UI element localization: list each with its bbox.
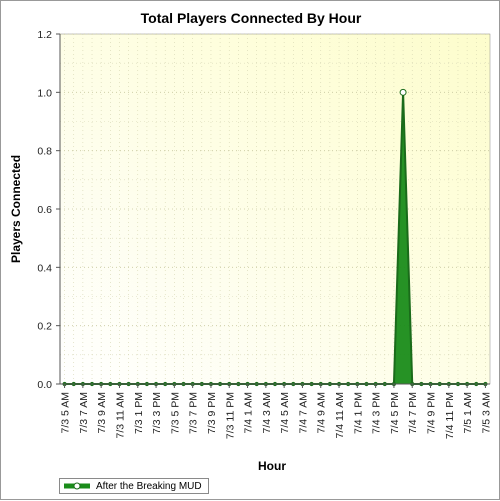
x-tick-label: 7/3 5 AM bbox=[60, 392, 72, 433]
legend-swatch-icon bbox=[64, 482, 90, 490]
x-tick-label: 7/4 3 PM bbox=[371, 392, 383, 434]
x-tick-label: 7/4 1 AM bbox=[243, 392, 255, 433]
y-axis-ticks: 0.0 0.2 0.4 0.6 0.8 1.0 1.2 bbox=[37, 29, 60, 391]
x-tick-label: 7/3 11 AM bbox=[114, 392, 126, 439]
chart-title: Total Players Connected By Hour bbox=[141, 10, 362, 26]
data-point bbox=[399, 88, 407, 96]
y-axis-title: Players Connected bbox=[9, 155, 23, 263]
x-axis-title: Hour bbox=[258, 459, 286, 473]
x-tick-label: 7/3 9 PM bbox=[206, 392, 218, 434]
x-tick-label: 7/5 3 AM bbox=[480, 392, 492, 433]
x-tick-label: 7/3 1 PM bbox=[133, 392, 145, 434]
x-tick-label: 7/3 5 PM bbox=[169, 392, 181, 434]
y-tick-label: 0.4 bbox=[37, 262, 52, 274]
x-tick-label: 7/4 7 AM bbox=[297, 392, 309, 433]
x-tick-label: 7/4 9 AM bbox=[316, 392, 328, 433]
legend-label: After the Breaking MUD bbox=[96, 480, 202, 492]
y-tick-label: 1.0 bbox=[37, 87, 52, 99]
y-tick-label: 0.6 bbox=[37, 204, 52, 216]
y-tick-label: 0.8 bbox=[37, 146, 52, 158]
x-tick-label: 7/3 3 PM bbox=[151, 392, 163, 434]
x-tick-label: 7/3 11 PM bbox=[224, 392, 236, 439]
x-tick-label: 7/4 7 PM bbox=[407, 392, 419, 434]
x-tick-label: 7/4 5 PM bbox=[389, 392, 401, 434]
x-tick-label: 7/4 11 PM bbox=[444, 392, 456, 439]
x-tick-label: 7/5 1 AM bbox=[462, 392, 474, 433]
y-tick-label: 0.0 bbox=[37, 379, 52, 391]
y-tick-label: 1.2 bbox=[37, 29, 52, 41]
x-tick-label: 7/3 7 AM bbox=[78, 392, 90, 433]
x-tick-label: 7/3 9 AM bbox=[96, 392, 108, 433]
y-tick-label: 0.2 bbox=[37, 321, 52, 333]
series-area bbox=[64, 92, 486, 384]
x-tick-label: 7/4 11 AM bbox=[334, 392, 346, 439]
x-tick-label: 7/4 3 AM bbox=[261, 392, 273, 433]
legend: After the Breaking MUD bbox=[59, 478, 209, 494]
x-tick-label: 7/4 5 AM bbox=[279, 392, 291, 433]
plot-area bbox=[59, 33, 491, 385]
x-tick-label: 7/4 9 PM bbox=[426, 392, 438, 434]
x-axis-ticks: 7/3 5 AM 7/3 7 AM 7/3 9 AM 7/3 11 AM 7/3 1 P… bbox=[60, 384, 492, 439]
x-tick-label: 7/3 7 PM bbox=[188, 392, 200, 434]
x-tick-label: 7/4 1 PM bbox=[352, 392, 364, 434]
